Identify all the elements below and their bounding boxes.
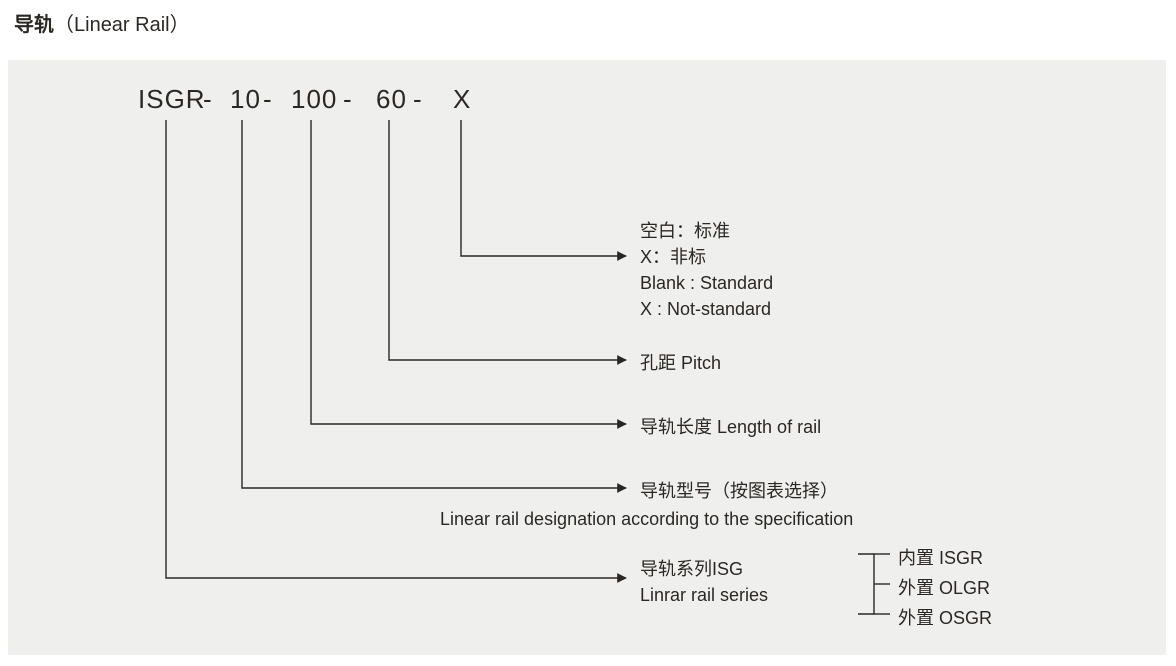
desc-pitch: 孔距 Pitch bbox=[640, 350, 721, 376]
series-sub-osgr: 外置 OSGR bbox=[898, 604, 992, 630]
desc-standard-l2: X：非标 bbox=[640, 244, 773, 270]
series-sub-isgr: 内置 ISGR bbox=[898, 544, 983, 570]
desc-series-l2: Linrar rail series bbox=[640, 582, 768, 608]
desc-length: 导轨长度 Length of rail bbox=[640, 414, 821, 440]
desc-standard-l1: 空白：标准 bbox=[640, 218, 773, 244]
desc-series: 导轨系列ISG Linrar rail series bbox=[640, 556, 768, 608]
desc-standard-l3: Blank : Standard bbox=[640, 270, 773, 296]
connector-lines bbox=[8, 60, 1166, 655]
desc-designation-l1: 导轨型号（按图表选择） bbox=[640, 478, 838, 504]
title-zh: 导轨 bbox=[14, 14, 54, 36]
desc-designation: 导轨型号（按图表选择） bbox=[640, 478, 838, 504]
desc-designation-en: Linear rail designation according to the… bbox=[440, 506, 853, 532]
desc-series-l1: 导轨系列ISG bbox=[640, 556, 768, 582]
title-en: （Linear Rail） bbox=[54, 14, 190, 36]
desc-standard-l4: X : Not-standard bbox=[640, 296, 773, 322]
series-sub-olgr: 外置 OLGR bbox=[898, 574, 990, 600]
desc-standard: 空白：标准 X：非标 Blank : Standard X : Not-stan… bbox=[640, 218, 773, 322]
diagram-panel: ISGR - 10 - 100 - 60 - X bbox=[8, 60, 1166, 655]
page-title: 导轨（Linear Rail） bbox=[14, 8, 190, 37]
